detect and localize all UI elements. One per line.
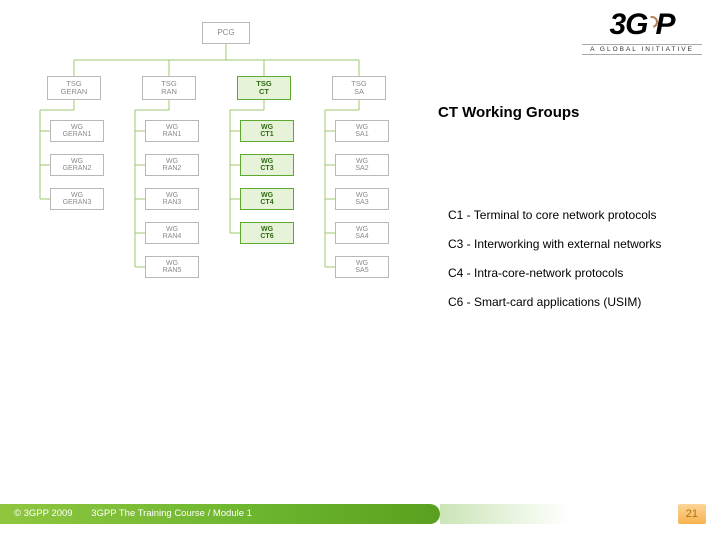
logo-arc-icon bbox=[643, 14, 659, 30]
node-wg-sa3: WGSA3 bbox=[335, 188, 389, 210]
node-pcg: PCG bbox=[202, 22, 250, 44]
node-wg-ct6: WGCT6 bbox=[240, 222, 294, 244]
node-wg-ran1: WGRAN1 bbox=[145, 120, 199, 142]
working-group-item: C1 - Terminal to core network protocols bbox=[448, 208, 661, 222]
node-wg-ran3: WGRAN3 bbox=[145, 188, 199, 210]
node-wg-ran5: WGRAN5 bbox=[145, 256, 199, 278]
working-group-item: C6 - Smart-card applications (USIM) bbox=[448, 295, 661, 309]
working-group-item: C3 - Interworking with external networks bbox=[448, 237, 661, 251]
node-tsg-ran: TSGRAN bbox=[142, 76, 196, 100]
node-wg-ran2: WGRAN2 bbox=[145, 154, 199, 176]
node-wg-geran2: WGGERAN2 bbox=[50, 154, 104, 176]
logo-subtitle: A GLOBAL INITIATIVE bbox=[582, 44, 702, 55]
node-wg-ct4: WGCT4 bbox=[240, 188, 294, 210]
logo-text: 3GP bbox=[582, 8, 702, 42]
node-wg-ct3: WGCT3 bbox=[240, 154, 294, 176]
footer: © 3GPP 2009 3GPP The Training Course / M… bbox=[0, 504, 720, 524]
footer-text: © 3GPP 2009 3GPP The Training Course / M… bbox=[14, 504, 252, 524]
working-group-item: C4 - Intra-core-network protocols bbox=[448, 266, 661, 280]
node-wg-ran4: WGRAN4 bbox=[145, 222, 199, 244]
node-tsg-geran: TSGGERAN bbox=[47, 76, 101, 100]
logo: 3GP A GLOBAL INITIATIVE bbox=[582, 8, 702, 55]
node-wg-sa5: WGSA5 bbox=[335, 256, 389, 278]
node-wg-geran1: WGGERAN1 bbox=[50, 120, 104, 142]
node-wg-sa1: WGSA1 bbox=[335, 120, 389, 142]
footer-title: 3GPP The Training Course / Module 1 bbox=[91, 508, 252, 519]
node-wg-geran3: WGGERAN3 bbox=[50, 188, 104, 210]
node-wg-sa2: WGSA2 bbox=[335, 154, 389, 176]
node-tsg-sa: TSGSA bbox=[332, 76, 386, 100]
working-group-list: C1 - Terminal to core network protocols C… bbox=[448, 208, 661, 324]
footer-bar-fade bbox=[440, 504, 570, 524]
org-chart: PCG TSGGERAN TSGRAN TSGCT TSGSA WGGERAN1 WGGER… bbox=[32, 18, 437, 313]
node-wg-ct1: WGCT1 bbox=[240, 120, 294, 142]
node-wg-sa4: WGSA4 bbox=[335, 222, 389, 244]
footer-copyright: © 3GPP 2009 bbox=[14, 508, 73, 519]
node-tsg-ct: TSGCT bbox=[237, 76, 291, 100]
page-number: 21 bbox=[678, 504, 706, 524]
section-heading: CT Working Groups bbox=[438, 104, 579, 121]
